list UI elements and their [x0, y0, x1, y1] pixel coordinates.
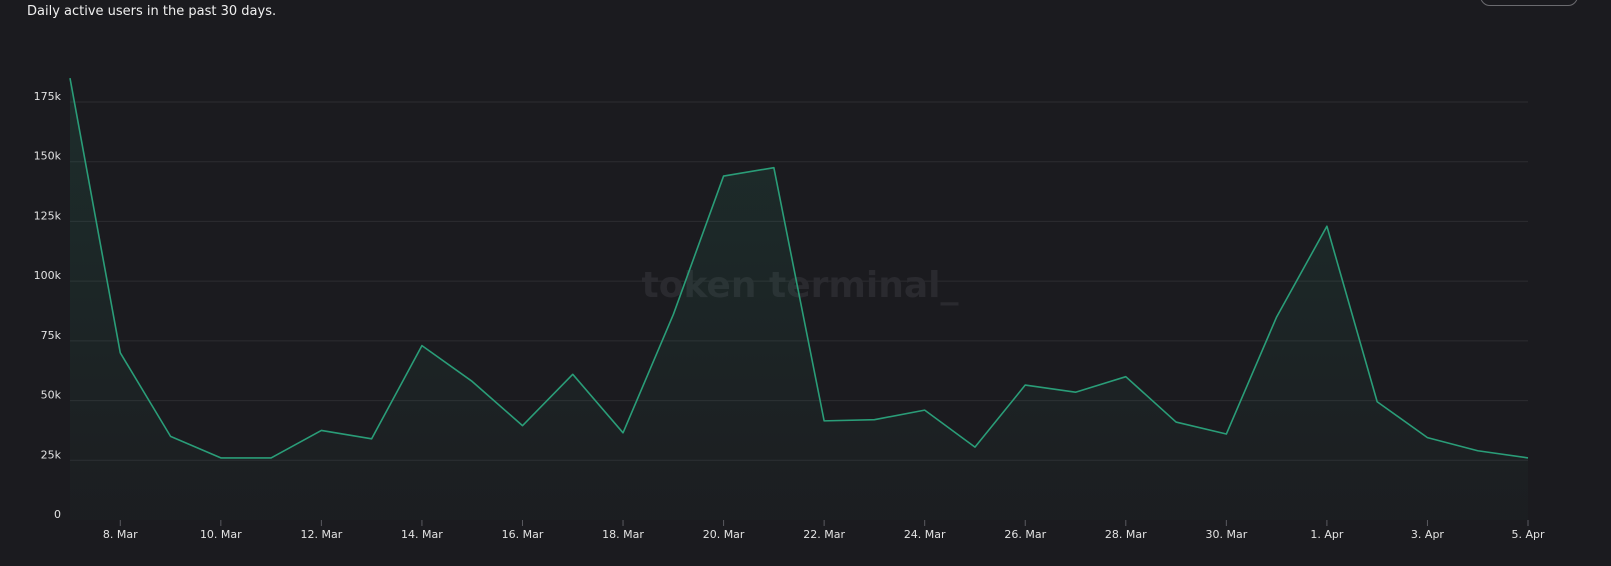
series-area: [70, 78, 1528, 520]
data-point: [370, 438, 372, 440]
series-line: [69, 77, 1529, 459]
data-point: [773, 166, 775, 168]
data-point: [1426, 436, 1428, 438]
data-point: [622, 432, 624, 434]
data-point: [1477, 450, 1479, 452]
data-point: [1527, 457, 1529, 459]
x-tick-label: 22. Mar: [803, 528, 845, 541]
y-tick-label: 25k: [41, 448, 62, 461]
data-point: [169, 435, 171, 437]
data-point: [119, 352, 121, 354]
chart-subtitle: Daily active users in the past 30 days.: [27, 4, 277, 19]
data-point: [69, 77, 71, 79]
x-tick-label: 5. Apr: [1511, 528, 1544, 541]
data-point: [471, 380, 473, 382]
x-tick-label: 18. Mar: [602, 528, 644, 541]
x-tick-label: 12. Mar: [301, 528, 343, 541]
data-point: [1024, 384, 1026, 386]
series-layer: [69, 77, 1529, 520]
x-tick-label: 1. Apr: [1310, 528, 1343, 541]
data-point: [572, 373, 574, 375]
y-axis: 0 25k 50k 75k 100k 125k 150k 175k: [34, 90, 62, 521]
x-tick-label: 26. Mar: [1004, 528, 1046, 541]
x-tick-label: 3. Apr: [1411, 528, 1444, 541]
x-tick-label: 20. Mar: [703, 528, 745, 541]
data-point: [722, 175, 724, 177]
y-tick-label: 125k: [34, 209, 62, 222]
x-tick-label: 14. Mar: [401, 528, 443, 541]
data-point: [974, 446, 976, 448]
data-point: [823, 420, 825, 422]
x-tick-label: 10. Mar: [200, 528, 242, 541]
y-tick-label: 0: [54, 508, 61, 521]
data-point: [220, 457, 222, 459]
x-tick-label: 16. Mar: [502, 528, 544, 541]
data-point: [1175, 421, 1177, 423]
data-point: [320, 429, 322, 431]
x-tick-label: 28. Mar: [1105, 528, 1147, 541]
data-point: [1376, 401, 1378, 403]
data-point: [672, 313, 674, 315]
data-point: [1074, 391, 1076, 393]
y-tick-label: 175k: [34, 90, 62, 103]
data-point: [1326, 225, 1328, 227]
y-tick-label: 100k: [34, 269, 62, 282]
data-point: [521, 424, 523, 426]
x-tick-label: 8. Mar: [103, 528, 138, 541]
data-point: [1125, 375, 1127, 377]
data-point: [270, 457, 272, 459]
x-tick-label: 30. Mar: [1205, 528, 1247, 541]
data-point: [873, 418, 875, 420]
x-axis: 8. Mar 10. Mar 12. Mar 14. Mar 16. Mar 18. Ma…: [103, 520, 1545, 541]
y-tick-label: 75k: [41, 329, 62, 342]
y-tick-label: 50k: [41, 389, 62, 402]
x-tick-label: 24. Mar: [904, 528, 946, 541]
data-point: [1275, 316, 1277, 318]
y-tick-label: 150k: [34, 150, 62, 163]
data-point: [421, 344, 423, 346]
data-point: [1225, 433, 1227, 435]
data-point: [923, 409, 925, 411]
